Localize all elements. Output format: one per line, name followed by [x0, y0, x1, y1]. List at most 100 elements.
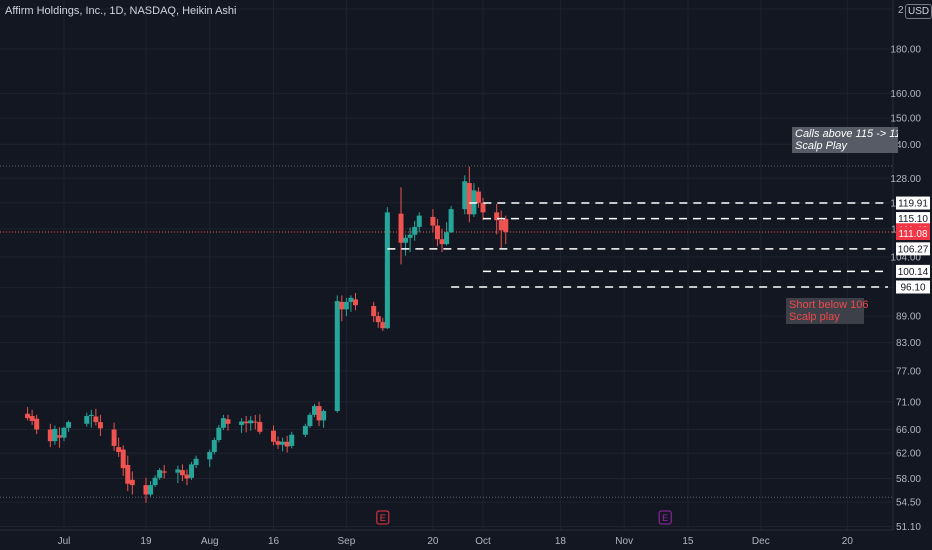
price-tick-label: 51.10	[896, 522, 921, 533]
candle-body	[462, 181, 468, 210]
candle-body	[248, 420, 254, 424]
candle-body	[284, 441, 290, 447]
candle-body	[311, 406, 317, 415]
candle-body	[243, 421, 249, 424]
price-tag-value: 100.14	[898, 267, 929, 278]
price-tick-label: 150.00	[890, 114, 921, 125]
currency-badge[interactable]: USD	[905, 4, 932, 19]
price-tick-label: 83.00	[896, 338, 921, 349]
earnings-marker	[376, 510, 390, 525]
candle-body	[129, 479, 135, 486]
price-tick-label: 140.00	[890, 140, 921, 151]
candle-body	[494, 212, 500, 221]
candle-body	[316, 406, 322, 421]
candle-body	[252, 421, 258, 423]
earnings-marker	[658, 510, 672, 525]
time-tick-label: 19	[140, 536, 152, 547]
candle-body	[179, 470, 185, 476]
candle-body	[466, 183, 472, 215]
candle-body	[47, 429, 53, 442]
candle-body	[193, 458, 199, 466]
short-annotation[interactable]: Short below 106 Scalp play	[786, 298, 869, 324]
candle-body	[380, 322, 386, 329]
candle-body	[407, 234, 413, 238]
price-tick-label: 180.00	[890, 45, 921, 56]
candle-body	[480, 202, 486, 213]
candle-body	[52, 428, 58, 442]
time-tick-label: Dec	[752, 536, 770, 547]
time-tick-label: 20	[842, 536, 854, 547]
candle-body	[84, 415, 90, 424]
candle-body	[503, 218, 509, 233]
candle-body	[207, 451, 213, 460]
candle-body	[34, 418, 40, 430]
time-axis[interactable]: Jul 19 Aug 16 Sep 20 Oct 18 Nov 15 Dec 20	[58, 536, 854, 547]
candle-body	[184, 474, 190, 479]
candle-body	[352, 299, 358, 306]
candle-body	[157, 470, 163, 478]
horizontal-rules	[0, 165, 893, 498]
candle-body	[93, 416, 99, 423]
candle-body	[271, 430, 276, 442]
price-axis-top-label: 2	[898, 5, 904, 16]
candle-body	[61, 427, 67, 438]
price-tag-value: 111.08	[898, 229, 928, 240]
candle-body	[175, 469, 181, 473]
candle-body	[116, 447, 122, 452]
price-tag-value: 119.91	[898, 199, 928, 210]
earnings-marker-label: E	[380, 513, 386, 523]
price-levels	[387, 202, 888, 288]
candle-body	[334, 301, 340, 411]
time-tick-label: Jul	[58, 536, 71, 547]
candle-body	[339, 301, 345, 310]
candle-body	[97, 422, 103, 429]
candle-body	[375, 316, 381, 323]
candle-body	[371, 306, 377, 317]
price-tag-box	[896, 212, 930, 226]
candle-body	[125, 465, 131, 484]
price-tag-box	[896, 264, 930, 278]
candle-body	[143, 485, 149, 495]
candle-body	[216, 427, 222, 440]
candle-body	[88, 414, 94, 416]
candle-body	[189, 464, 195, 478]
candle-body	[120, 449, 126, 469]
price-tick-label: 77.00	[896, 367, 921, 378]
price-tick-label: 54.50	[896, 498, 921, 509]
price-tick-label: 62.00	[896, 449, 921, 460]
candle-body	[475, 191, 481, 203]
price-tick-label: 66.00	[896, 425, 921, 436]
candle-body	[498, 220, 504, 231]
candle-body	[448, 209, 454, 233]
candle-body	[275, 441, 281, 445]
candle-body	[148, 485, 154, 495]
candle-body	[161, 471, 167, 473]
earnings-marker-label: E	[662, 513, 668, 523]
candle-body	[430, 216, 436, 226]
time-tick-label: Nov	[615, 536, 633, 547]
candle-body	[398, 213, 404, 243]
candle-body	[239, 421, 245, 425]
price-tags: 119.91115.10106.27100.1496.10111.46111.0…	[896, 196, 930, 294]
price-tick-label: 58.00	[896, 474, 921, 485]
candle-body	[289, 434, 295, 446]
candle-body	[416, 215, 422, 227]
candle-body	[280, 441, 286, 445]
calls-annotation[interactable]: Calls above 115 -> 11 Scalp Play	[792, 127, 898, 153]
candle-body	[225, 419, 231, 424]
candle-body	[56, 435, 62, 438]
time-tick-label: 18	[555, 536, 567, 547]
candle-body	[384, 212, 390, 329]
price-tag-box	[896, 196, 930, 210]
candle-body	[220, 418, 226, 428]
candle-body	[321, 410, 327, 421]
time-tick-label: Aug	[201, 536, 219, 547]
time-tick-label: Oct	[475, 536, 491, 547]
candle-body	[444, 232, 450, 245]
time-tick-label: 20	[427, 536, 439, 547]
time-tick-label: 16	[268, 536, 280, 547]
price-tick-label: 160.00	[890, 89, 921, 100]
